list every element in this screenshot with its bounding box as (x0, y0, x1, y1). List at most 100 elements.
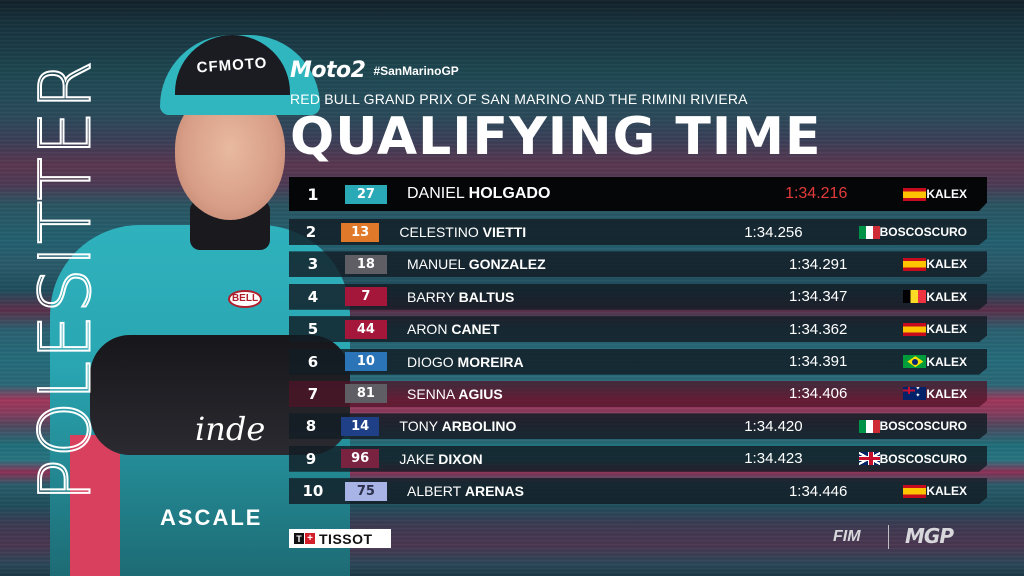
team-name: BOSCOSCURO (879, 419, 967, 434)
hashtag: #SanMarinoGP (373, 63, 459, 78)
rider-last-name: VIETTI (482, 224, 527, 240)
position: 6 (307, 352, 319, 371)
rider-name: ARON CANET (407, 321, 694, 337)
result-row: 1 27 DANIEL HOLGADO 1:34.216 KALEX (289, 177, 987, 211)
flag-it-icon (859, 420, 880, 433)
rider-suit-accent (70, 435, 120, 576)
lap-time: 1:34.391 (788, 353, 848, 371)
rider-name: ALBERT ARENAS (407, 483, 694, 499)
tissot-logo: T + TISSOT (289, 529, 391, 548)
rider-number-badge: 96 (341, 449, 380, 468)
rider-first-name: DIOGO (406, 353, 454, 370)
lap-time: 1:34.216 (785, 185, 848, 202)
result-row: 10 75 ALBERT ARENAS 1:34.446 KALEX (289, 478, 987, 504)
position: 1 (307, 184, 319, 204)
rider-name: BARRY BALTUS (407, 289, 694, 305)
rider-first-name: CELESTINO (399, 224, 479, 240)
rider-number-badge: 18 (345, 255, 387, 274)
rider-last-name: AGIUS (458, 385, 503, 402)
rider-last-name: CANET (451, 321, 500, 338)
bell-logo: BELL (228, 290, 262, 308)
rider-name: DANIEL HOLGADO (407, 185, 694, 203)
position: 2 (305, 223, 317, 241)
rider-last-name: DIXON (438, 450, 483, 467)
team-name: KALEX (926, 386, 967, 401)
lap-time: 1:34.423 (744, 450, 803, 468)
lap-time: 1:34.406 (788, 385, 848, 403)
rider-number-badge: 27 (345, 185, 387, 204)
flag-es-icon (903, 188, 926, 201)
team-name: BOSCOSCURO (879, 451, 967, 466)
rider-first-name: DANIEL (406, 185, 465, 202)
team-name: KALEX (926, 257, 967, 272)
polesitter-label: POLESITTER (23, 30, 107, 530)
team-name: KALEX (926, 354, 967, 369)
rider-number-badge: 44 (345, 320, 387, 339)
lap-time: 1:34.362 (788, 320, 848, 338)
team-name: KALEX (926, 187, 967, 201)
rider-first-name: BARRY (406, 288, 455, 305)
result-row: 4 7 BARRY BALTUS 1:34.347 KALEX (289, 284, 987, 310)
rider-name: TONY ARBOLINO (399, 418, 662, 434)
result-row: 2 13 CELESTINO VIETTI 1:34.256 BOSCOSCURO (289, 219, 987, 245)
lap-time: 1:34.256 (744, 223, 803, 241)
result-row: 5 44 ARON CANET 1:34.362 KALEX (289, 316, 987, 342)
logo-divider (888, 525, 889, 549)
rider-last-name: ARBOLINO (441, 418, 517, 435)
rider-name: CELESTINO VIETTI (399, 224, 662, 240)
position: 9 (305, 449, 317, 468)
page-title: QUALIFYING TIME (290, 107, 822, 167)
position: 4 (307, 287, 319, 306)
position: 3 (307, 255, 319, 274)
moto2-logo: Moto2 (290, 58, 366, 83)
lap-time: 1:34.347 (788, 288, 848, 306)
rider-first-name: MANUEL (406, 256, 465, 273)
brand-header: Moto2 #SanMarinoGP (290, 58, 459, 83)
inde-logo: inde (195, 410, 266, 448)
lap-time: 1:34.446 (788, 482, 848, 500)
flag-be-icon (903, 290, 926, 303)
team-name: KALEX (926, 322, 967, 337)
rider-last-name: HOLGADO (468, 185, 551, 202)
rider-number-badge: 7 (345, 287, 387, 306)
results-table: 1 27 DANIEL HOLGADO 1:34.216 KALEX 2 1 3 CELESTI… (289, 177, 987, 511)
result-row: 3 18 MANUEL GONZALEZ 1:34.291 KALEX (289, 251, 987, 277)
rider-name: DIOGO MOREIRA (407, 354, 694, 370)
flag-it-icon (859, 226, 880, 239)
rider-number-badge: 75 (345, 482, 387, 501)
team-name: BOSCOSCURO (879, 225, 967, 239)
flag-es-icon (903, 323, 926, 336)
rider-name: SENNA AGIUS (407, 386, 694, 402)
fim-logo: FIM (833, 528, 861, 545)
rider-first-name: JAKE (399, 450, 435, 467)
position: 5 (307, 320, 319, 339)
result-row: 7 81 SENNA AGIUS 1:34.406 KALEX (289, 381, 987, 407)
position: 8 (305, 417, 317, 436)
lap-time: 1:34.291 (788, 255, 848, 273)
rider-first-name: ALBERT (406, 483, 461, 500)
tissot-wordmark: TISSOT (319, 530, 373, 547)
rider-first-name: ARON (406, 321, 448, 338)
flag-au-icon (903, 387, 926, 400)
team-name: KALEX (926, 289, 967, 304)
flag-gb-icon (859, 452, 880, 465)
lap-time: 1:34.420 (744, 417, 803, 435)
flag-es-icon (903, 485, 926, 498)
result-row: 8 14 TONY ARBOLINO 1:34.420 BOSCOSCURO (289, 413, 987, 439)
polesitter-text: POLESITTER (23, 58, 107, 503)
event-name: RED BULL GRAND PRIX OF SAN MARINO AND TH… (290, 91, 748, 107)
flag-br-icon (903, 355, 926, 368)
tissot-t-icon: T (294, 533, 304, 544)
motogp-logo: MGP (905, 524, 954, 548)
rider-first-name: TONY (399, 418, 438, 435)
ascale-logo: ASCALE (160, 505, 263, 530)
swiss-cross-icon: + (305, 533, 315, 544)
rider-first-name: SENNA (406, 385, 455, 402)
rider-last-name: BALTUS (458, 288, 515, 305)
rider-name: MANUEL GONZALEZ (407, 256, 694, 272)
rider-number-badge: 81 (345, 384, 387, 403)
rider-last-name: MOREIRA (457, 353, 524, 370)
position: 7 (307, 384, 319, 403)
flag-es-icon (903, 258, 926, 271)
rider-last-name: ARENAS (464, 483, 524, 500)
